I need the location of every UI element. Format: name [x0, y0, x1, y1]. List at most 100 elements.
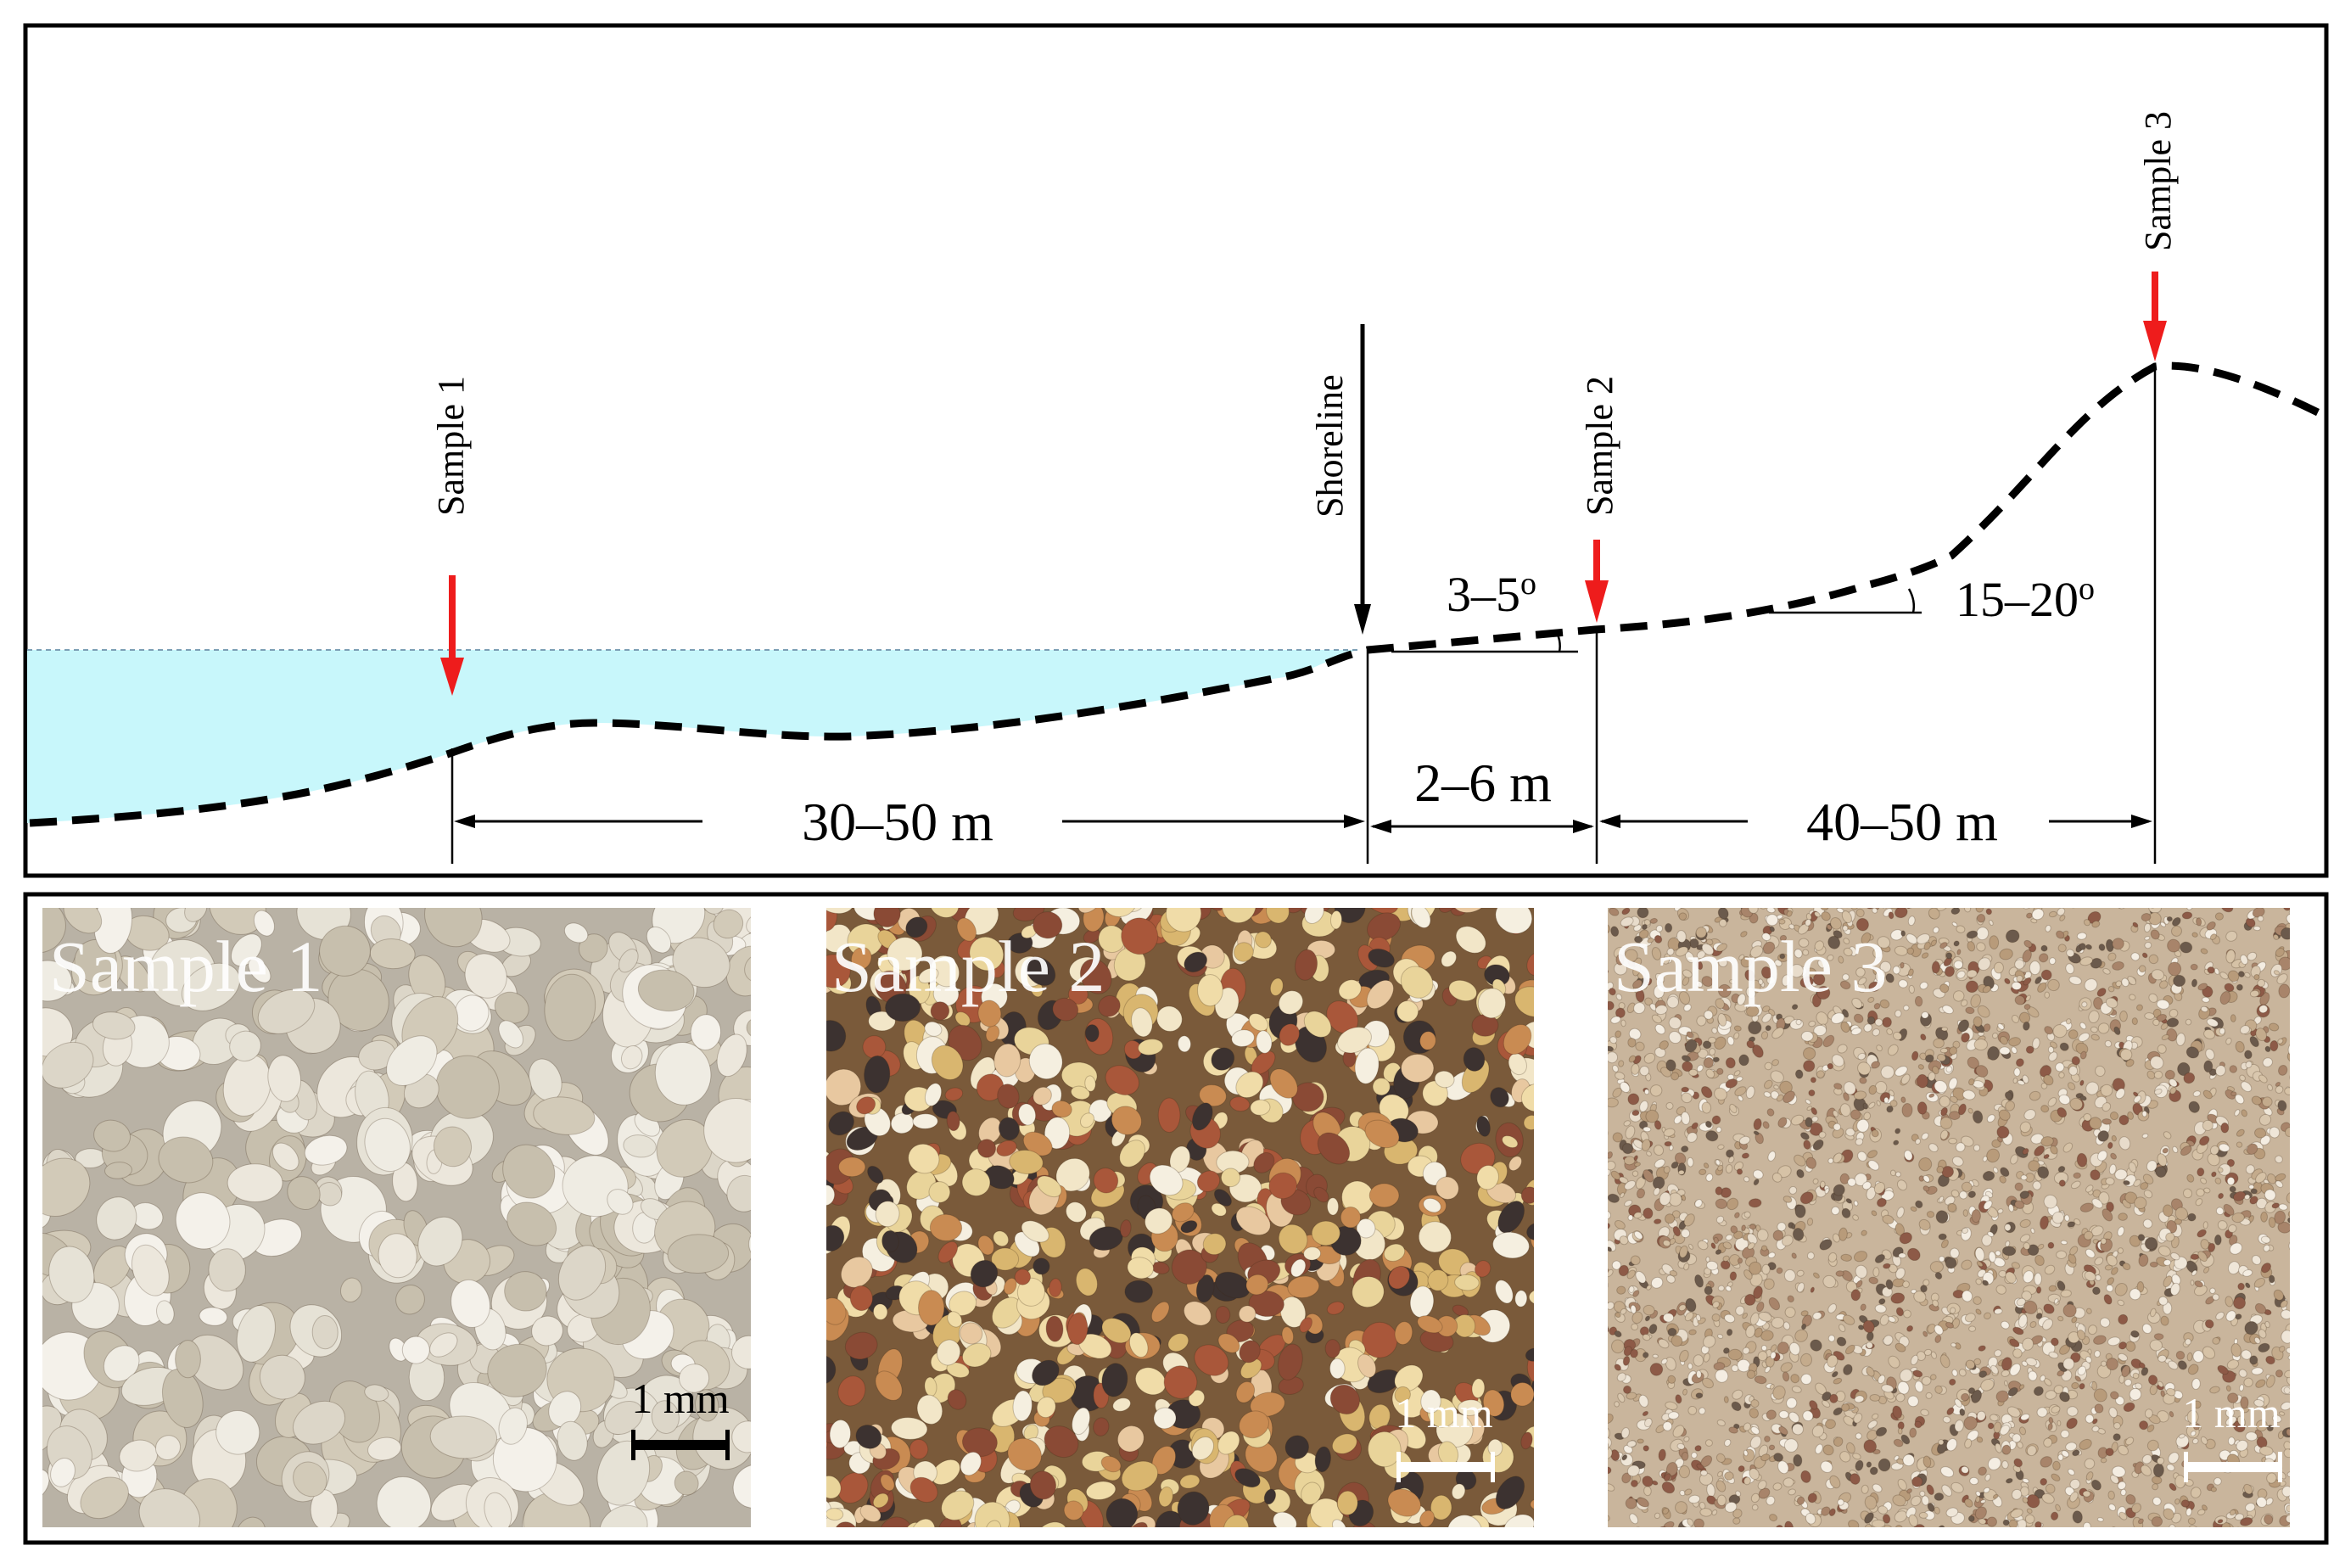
sand-grain: [868, 1011, 896, 1032]
sand-grain: [2010, 1154, 2018, 1165]
sand-grain: [2030, 918, 2038, 924]
sand-grain: [533, 1096, 596, 1135]
sand-grain: [1363, 908, 1399, 915]
sand-grain: [1235, 1380, 1256, 1403]
sand-grain: [1301, 1481, 1322, 1505]
sand-grain: [1356, 1218, 1376, 1239]
sand-grain: [1616, 1372, 1626, 1382]
sand-grain: [2063, 1214, 2070, 1222]
sand-grain: [230, 933, 262, 967]
sand-grain: [1712, 1056, 1720, 1063]
sand-grain: [1269, 1068, 1298, 1099]
sand-grain: [1530, 1229, 1534, 1253]
sand-grain: [2057, 1420, 2062, 1426]
sand-grain: [1735, 1490, 1742, 1497]
sand-grain: [1945, 1507, 1959, 1518]
sand-grain: [1482, 1389, 1505, 1417]
sand-grain: [2153, 1333, 2164, 1341]
sand-grain: [1457, 1399, 1483, 1416]
sand-grain: [1278, 990, 1304, 1015]
sand-grain: [2011, 1014, 2020, 1023]
sand-grain: [376, 1476, 432, 1527]
sand-grain: [826, 1355, 837, 1384]
sand-grain: [1121, 917, 1159, 955]
sample1-photo: Sample 1 1 mm: [42, 908, 751, 1527]
sand-grain: [2034, 1272, 2042, 1285]
sand-grain: [162, 1368, 204, 1428]
sand-grain: [1909, 1427, 1917, 1438]
sand-grain: [2111, 1267, 2118, 1275]
sand-grain: [1029, 1470, 1057, 1500]
sand-grain: [844, 1331, 878, 1360]
sand-grain: [1921, 1132, 1929, 1140]
sand-grain: [1743, 1211, 1751, 1218]
sand-grain: [1976, 1436, 1984, 1443]
sand-grain: [1679, 1490, 1686, 1497]
sand-grain: [2090, 1026, 2098, 1033]
sand-grain: [746, 1016, 751, 1040]
sand-grain: [1520, 1083, 1534, 1112]
sand-grain: [1336, 1490, 1358, 1515]
sand-grain: [1693, 1518, 1704, 1527]
sand-grain: [1822, 1400, 1831, 1408]
sand-grain: [1967, 1515, 1975, 1522]
sand-grain: [1447, 1515, 1483, 1527]
sand-grain: [1284, 1435, 1310, 1459]
sand-grain: [1220, 1168, 1241, 1188]
sand-grain: [1093, 1417, 1110, 1436]
dune-angle-indicator: [1769, 588, 1922, 614]
sand-grain: [993, 1043, 1021, 1078]
sand-grain: [1438, 908, 1460, 913]
sand-grain: [1217, 1431, 1240, 1455]
sand-grain: [2065, 1018, 2072, 1025]
sand-grain: [1434, 1070, 1455, 1089]
sand-grain: [838, 1156, 866, 1178]
sand-grain: [1887, 1044, 1899, 1056]
sand-grain: [834, 1521, 859, 1527]
sand-grain: [2117, 1247, 2124, 1254]
sand-grain: [1033, 1086, 1052, 1106]
sand-grain: [1131, 1007, 1153, 1038]
sand-grain: [364, 1384, 389, 1402]
sand-grain: [2243, 1377, 2253, 1387]
sand-grain: [887, 937, 923, 972]
sand-grain: [1749, 1224, 1756, 1230]
sand-grain: [1986, 1148, 2001, 1163]
sand-grain: [2160, 1315, 2169, 1326]
sand-grain: [1646, 1285, 1652, 1291]
sand-grain: [1827, 1157, 1834, 1164]
sand-grain: [1331, 1433, 1357, 1454]
sand-grain: [1007, 1437, 1043, 1471]
sand-grain: [2018, 1384, 2025, 1390]
sand-grain: [2082, 1490, 2091, 1498]
sand-grain: [2260, 1211, 2269, 1223]
sand-grain: [849, 1285, 873, 1312]
sand-grain: [856, 1096, 876, 1115]
sand-grain: [1669, 1145, 1674, 1151]
sand-grain: [1835, 1270, 1844, 1277]
sand-grain: [1239, 1410, 1269, 1439]
sand-grain: [826, 1297, 847, 1325]
sand-grain: [1810, 1077, 1816, 1084]
sand-grain: [1317, 1132, 1351, 1165]
sand-grain: [1668, 1031, 1682, 1044]
sand-grain: [905, 916, 928, 938]
sand-grain: [1715, 1126, 1722, 1133]
sand-grain: [1704, 1439, 1713, 1447]
sand-grain: [1455, 926, 1486, 954]
sand-grain: [208, 1248, 246, 1292]
sand-grain: [2118, 1375, 2125, 1384]
sand-grain: [2143, 922, 2152, 932]
sand-grain: [2030, 1133, 2044, 1145]
sand-grain: [2144, 1408, 2153, 1419]
sand-grain: [2123, 1179, 2130, 1186]
sand-grain: [2141, 1110, 2147, 1117]
sand-grain: [1748, 1020, 1762, 1035]
sand-grain: [2192, 1350, 2204, 1363]
sand-grain: [2044, 991, 2050, 999]
sand-grain: [929, 908, 960, 918]
sand-grain: [1850, 1289, 1861, 1302]
sand-grain: [1897, 1380, 1910, 1395]
sand-grain: [1009, 1150, 1044, 1174]
sand-grain: [703, 1098, 751, 1163]
